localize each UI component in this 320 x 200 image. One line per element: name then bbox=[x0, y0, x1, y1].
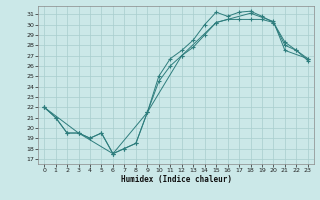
X-axis label: Humidex (Indice chaleur): Humidex (Indice chaleur) bbox=[121, 175, 231, 184]
